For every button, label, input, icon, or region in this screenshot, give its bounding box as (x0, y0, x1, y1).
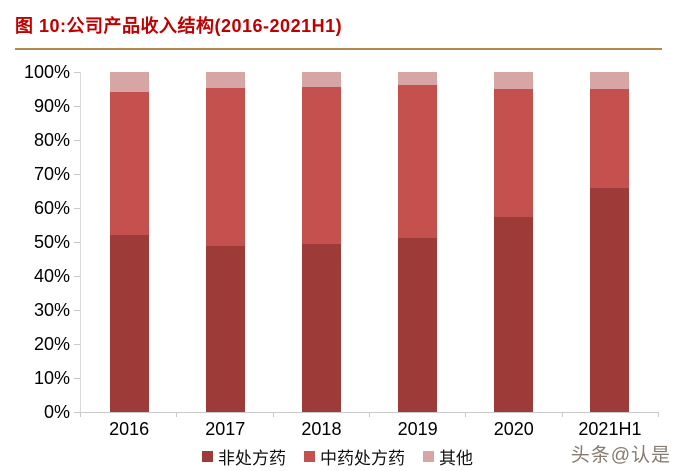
x-axis-labels: 2016 2017 2018 2019 2020 2021H1 (81, 419, 658, 440)
bar-segment (109, 235, 149, 412)
stacked-bar-2018 (301, 72, 341, 412)
legend-swatch-icon (202, 451, 213, 462)
legend-item: 中药处方药 (304, 444, 405, 469)
legend-swatch-icon (423, 451, 434, 462)
y-axis-tick (74, 412, 80, 413)
bar-column-2017 (177, 72, 273, 412)
legend-label: 其他 (439, 449, 473, 468)
watermark: 头条@认是 (570, 445, 671, 466)
y-axis-tick (74, 174, 80, 175)
title-underline (15, 48, 662, 50)
stacked-bar-2016 (109, 72, 149, 412)
bar-segment (494, 89, 534, 218)
bar-segment (590, 72, 630, 90)
y-tick-label: 20% (33, 334, 70, 354)
bar-column-2021H1 (562, 72, 658, 412)
bar-segment (398, 84, 438, 238)
y-axis-tick (74, 106, 80, 107)
legend-item: 其他 (423, 444, 473, 469)
stacked-bar-2019 (398, 72, 438, 412)
bar-segment (109, 92, 149, 236)
legend-swatch-icon (304, 451, 315, 462)
plot-area (81, 72, 658, 412)
bar-column-2018 (273, 72, 369, 412)
y-tick-label: 0% (43, 402, 70, 422)
x-axis-tick (80, 413, 81, 417)
x-axis-tick (658, 413, 659, 417)
y-tick-label: 50% (33, 232, 70, 252)
y-tick-label: 70% (33, 164, 70, 184)
y-axis-tick (74, 378, 80, 379)
x-axis-tick (561, 413, 563, 417)
bar-segment (590, 89, 630, 188)
x-axis-tick (465, 413, 467, 417)
x-tick-label: 2020 (493, 419, 534, 439)
y-axis-tick (74, 208, 80, 209)
bar-column-2019 (370, 72, 466, 412)
y-tick-label: 60% (33, 198, 70, 218)
y-tick-label: 40% (33, 266, 70, 286)
stacked-bar-2020 (494, 72, 534, 412)
bar-column-2020 (466, 72, 562, 412)
x-tick-label: 2017 (205, 419, 246, 439)
y-tick-label: 90% (33, 96, 70, 116)
y-axis-tick (74, 72, 80, 73)
y-tick-label: 100% (23, 62, 70, 82)
bar-segment (494, 72, 534, 90)
y-axis-tick (74, 276, 80, 277)
bar-segment (398, 72, 438, 85)
y-tick-label: 30% (33, 300, 70, 320)
legend: 非处方药 中药处方药 其他 (0, 444, 675, 469)
x-tick-label: 2016 (109, 419, 150, 439)
legend-label: 非处方药 (218, 449, 286, 468)
bar-segment (301, 244, 341, 412)
legend-label: 中药处方药 (320, 449, 405, 468)
bar-column-2016 (81, 72, 177, 412)
bar-segment (494, 217, 534, 412)
bar-segment (205, 72, 245, 89)
stacked-bar-2021H1 (590, 72, 630, 412)
bar-segment (109, 72, 149, 93)
y-tick-label: 10% (33, 368, 70, 388)
y-axis-tick (74, 140, 80, 141)
bar-segment (301, 86, 341, 245)
figure-title: 图 10:公司产品收入结构(2016-2021H1) (15, 16, 343, 36)
x-axis-tick (369, 413, 370, 417)
x-axis-tick (176, 413, 178, 417)
y-axis-line (80, 72, 81, 412)
bar-segment (301, 72, 341, 87)
bar-segment (590, 187, 630, 412)
bar-segment (205, 246, 245, 412)
bar-segment (398, 237, 438, 412)
legend-item: 非处方药 (202, 444, 286, 469)
stacked-bar-2017 (205, 72, 245, 412)
x-tick-label: 2021H1 (578, 419, 642, 439)
x-tick-label: 2019 (397, 419, 438, 439)
y-axis-tick (74, 344, 80, 345)
bar-segment (205, 88, 245, 247)
y-axis-tick (74, 242, 80, 243)
x-axis-line (80, 412, 659, 413)
y-axis-tick (74, 310, 80, 311)
x-tick-label: 2018 (301, 419, 342, 439)
y-tick-label: 80% (33, 130, 70, 150)
x-axis-tick (272, 413, 274, 417)
